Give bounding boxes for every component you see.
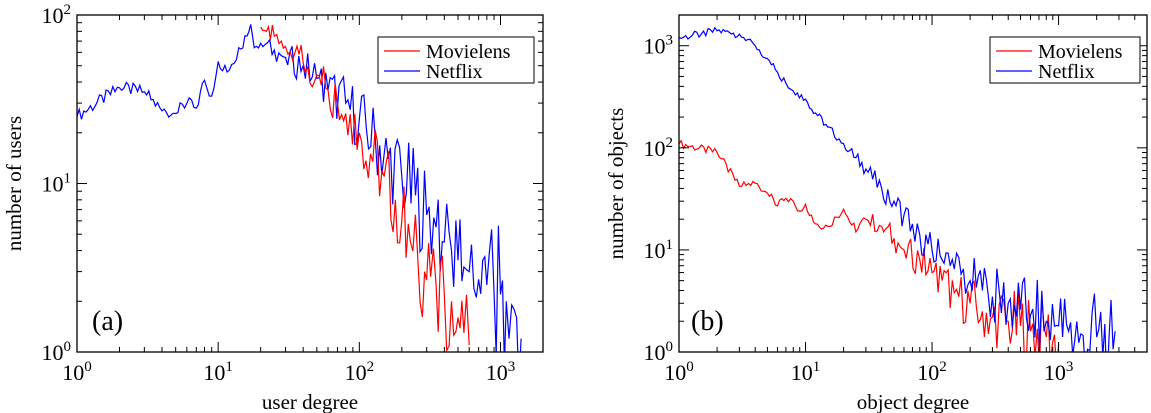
y-axis-label: number of users <box>2 116 26 251</box>
panel-label: (a) <box>92 306 123 337</box>
x-axis-label: user degree <box>262 390 358 413</box>
x-axis-label: object degree <box>857 390 970 413</box>
legend-label-netflix: Netflix <box>1038 61 1095 83</box>
panel-label: (b) <box>691 306 724 337</box>
legend-label-netflix: Netflix <box>426 61 483 83</box>
legend-label-movielens: Movielens <box>426 41 511 63</box>
legend-label-movielens: Movielens <box>1038 41 1123 63</box>
y-axis-label: number of objects <box>604 108 628 260</box>
